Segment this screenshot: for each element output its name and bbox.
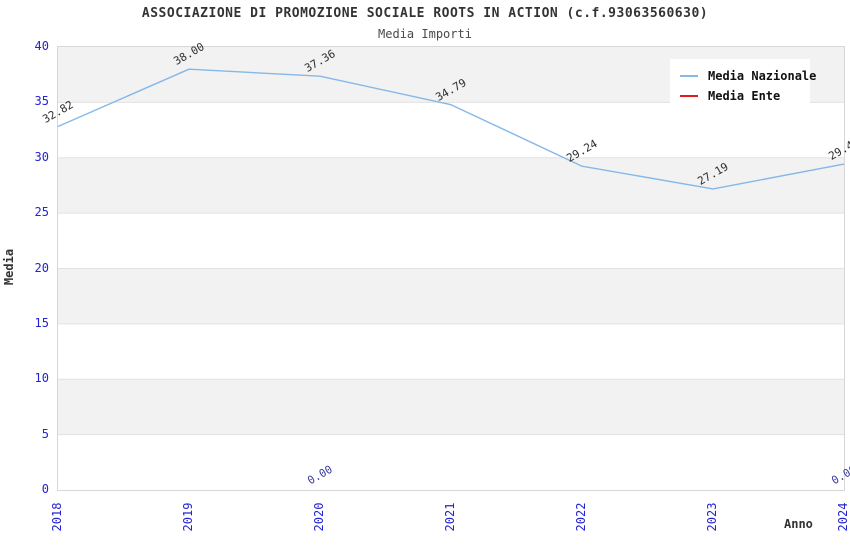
y-tick-30: 30 bbox=[34, 149, 49, 164]
plot-canvas bbox=[57, 47, 845, 490]
y-tick-15: 15 bbox=[34, 315, 49, 330]
background-band bbox=[58, 323, 844, 380]
background-band bbox=[58, 268, 844, 324]
y-tick-5: 5 bbox=[41, 426, 49, 441]
y-tick-20: 20 bbox=[34, 260, 49, 275]
y-tick-10: 10 bbox=[34, 371, 49, 386]
legend-label-ente: Media Ente bbox=[708, 89, 781, 103]
x-tick-2019: 2019 bbox=[181, 502, 195, 532]
y-tick-40: 40 bbox=[34, 39, 49, 53]
legend: Media Nazionale Media Ente bbox=[670, 59, 816, 113]
background-band bbox=[58, 379, 844, 435]
background-band bbox=[58, 434, 844, 490]
background-band bbox=[58, 157, 844, 214]
chart-subtitle: Media Importi bbox=[378, 27, 472, 41]
y-tick-0: 0 bbox=[41, 482, 49, 496]
chart-title: ASSOCIAZIONE DI PROMOZIONE SOCIALE ROOTS… bbox=[141, 6, 709, 21]
legend-line-icon-ente bbox=[680, 95, 698, 97]
plot-area: 32.82 38.00 37.36 34.79 29.24 27.19 29.43 0.00 0… bbox=[40, 40, 850, 491]
legend-item-media-nazionale: Media Nazionale bbox=[670, 66, 816, 86]
x-tick-2023: 2023 bbox=[705, 502, 719, 532]
x-axis-label: Anno bbox=[784, 517, 813, 531]
legend-label-nazionale: Media Nazionale bbox=[708, 69, 817, 83]
x-tick-2021: 2021 bbox=[443, 502, 457, 532]
x-tick-2022: 2022 bbox=[574, 502, 588, 532]
legend-line-icon-nazionale bbox=[680, 75, 698, 77]
y-tick-35: 35 bbox=[34, 94, 49, 109]
legend-item-media-ente: Media Ente bbox=[670, 86, 810, 106]
y-axis-label: Media bbox=[2, 248, 16, 286]
series-line-0 bbox=[57, 68, 845, 190]
x-tick-2024: 2024 bbox=[836, 502, 850, 532]
y-tick-25: 25 bbox=[34, 205, 49, 220]
background-band bbox=[58, 213, 844, 269]
x-tick-2018: 2018 bbox=[50, 502, 64, 532]
x-tick-2020: 2020 bbox=[312, 502, 326, 532]
